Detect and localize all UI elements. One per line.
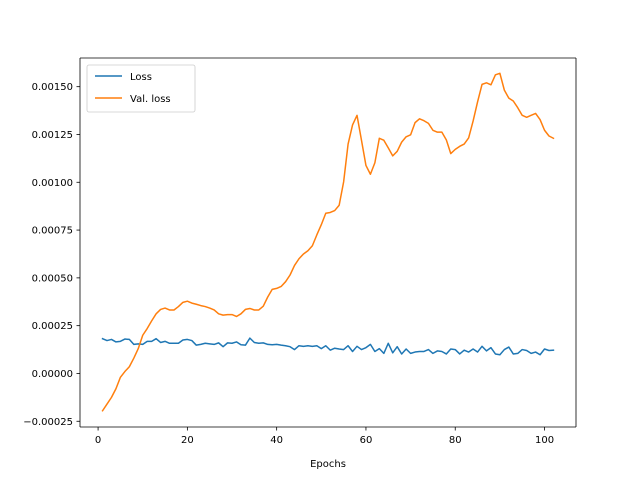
series-lines xyxy=(101,72,555,412)
y-tick-label: 0.00050 xyxy=(32,273,73,284)
y-tick-label: 0.00075 xyxy=(32,226,73,237)
x-tick-label: 60 xyxy=(360,435,373,446)
legend: Loss Val. loss xyxy=(86,64,196,113)
x-tick-label: 0 xyxy=(95,435,101,446)
plot-area xyxy=(80,58,576,427)
series-line-loss xyxy=(101,337,555,356)
y-tick-label: 0.00100 xyxy=(32,178,73,189)
y-tick-label: 0.00025 xyxy=(32,321,73,332)
y-tick-label: 0.00000 xyxy=(32,369,73,380)
x-tick-label: 80 xyxy=(449,435,462,446)
x-tick-label: 20 xyxy=(181,435,194,446)
x-tick-label: 100 xyxy=(535,435,554,446)
legend-label-val-loss: Val. loss xyxy=(130,94,171,105)
legend-label-loss: Loss xyxy=(130,72,152,83)
axes: 0 20 40 60 80 100 −0.00025 0.00000 0.00025 0.0005… xyxy=(23,57,577,446)
plot-background xyxy=(80,58,576,427)
series-line-val-loss xyxy=(101,72,555,412)
y-tick-label: −0.00025 xyxy=(23,417,73,428)
x-tick-label: 40 xyxy=(270,435,283,446)
y-tick-label: 0.00125 xyxy=(32,130,73,141)
x-axis-title: Epochs xyxy=(310,459,346,470)
y-tick-label: 0.00150 xyxy=(32,82,73,93)
